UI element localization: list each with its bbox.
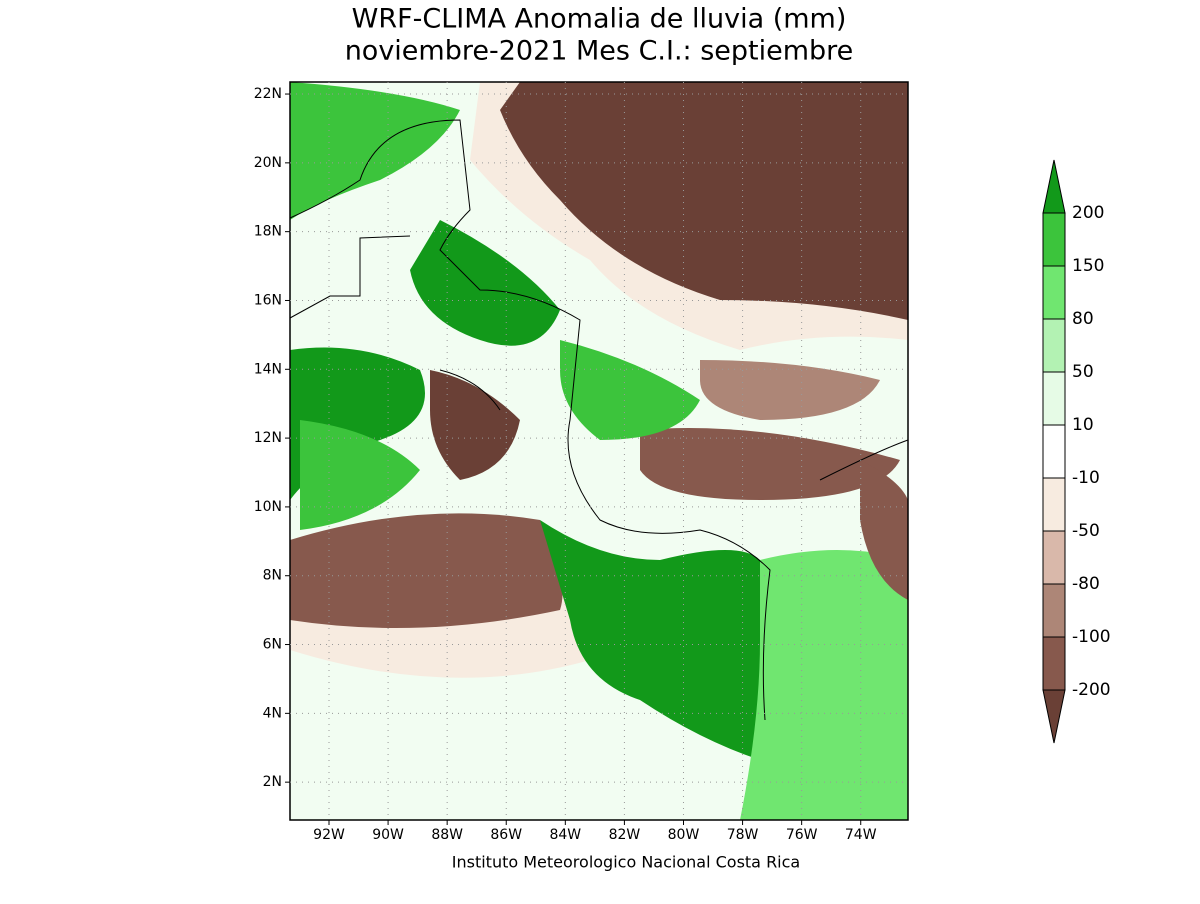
colorbar-box [1042,265,1066,320]
colorbar-label: -200 [1072,680,1111,700]
colorbar-label: -100 [1072,627,1111,647]
colorbar-label: 50 [1072,362,1094,382]
colorbar-label: 200 [1072,203,1104,223]
colorbar-box [1042,530,1066,585]
footer: Instituto Meteorologico Nacional Costa R… [452,853,800,872]
colorbar-label: -50 [1072,521,1100,541]
lat-tick-label: 10N [254,499,282,515]
lon-tick-label: 76W [786,827,818,843]
lat-tick-label: 2N [263,774,282,790]
colorbar-label: 150 [1072,256,1104,276]
lat-tick-label: 8N [263,568,282,584]
colorbar-label: -80 [1072,574,1100,594]
lon-tick-label: 74W [845,827,877,843]
coastline [289,119,909,721]
colorbar-box [1042,371,1066,426]
lon-tick-label: 82W [609,827,641,843]
colorbar-label: 80 [1072,309,1094,329]
lat-tick-label: 16N [254,292,282,308]
colorbar-box [1042,583,1066,638]
lat-tick-label: 12N [254,430,282,446]
lon-tick-label: 84W [549,827,581,843]
lat-tick-label: 22N [254,86,282,102]
colorbar-box [1042,636,1066,691]
lat-tick-label: 4N [263,705,282,721]
lon-tick-label: 78W [727,827,759,843]
title-line: noviembre-2021 Mes C.I.: septiembre [345,36,854,67]
lon-tick-label: 90W [372,827,404,843]
colorbar-tip [1042,689,1066,744]
title-line: WRF-CLIMA Anomalia de lluvia (mm) [352,4,847,35]
colorbar-box [1042,212,1066,267]
colorbar-box [1042,424,1066,479]
lat-tick-label: 18N [254,224,282,240]
anomaly-field [290,82,908,820]
colorbar-label: 10 [1072,415,1094,435]
colorbar-box [1042,477,1066,532]
lat-tick-label: 14N [254,361,282,377]
lat-tick-label: 20N [254,155,282,171]
lon-tick-label: 80W [668,827,700,843]
colorbar-label: -10 [1072,468,1100,488]
colorbar-tip [1042,159,1066,214]
colorbar-box [1042,318,1066,373]
lon-tick-label: 88W [431,827,463,843]
lat-tick-label: 6N [263,637,282,653]
map-frame [289,81,909,821]
lon-tick-label: 86W [490,827,522,843]
lon-tick-label: 92W [313,827,345,843]
